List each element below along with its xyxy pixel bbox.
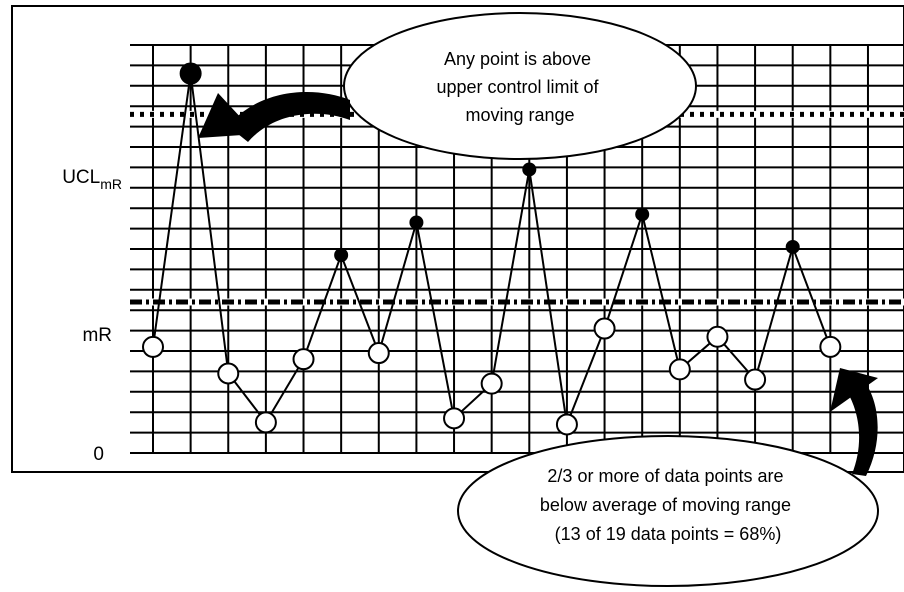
- data-point: [217, 362, 240, 385]
- data-point: [367, 342, 390, 365]
- data-point: [254, 411, 277, 434]
- data-point: [593, 317, 616, 340]
- ucl-tick-label-sub: mR: [100, 176, 122, 192]
- annotation-top-text: Any point is above upper control limit o…: [436, 49, 603, 125]
- data-point: [443, 407, 466, 430]
- data-point: [334, 248, 349, 263]
- annotation-top-line-1: Any point is above: [444, 49, 591, 69]
- data-point: [555, 413, 578, 436]
- data-point: [480, 372, 503, 395]
- annotation-bottom-text: 2/3 or more of data points are below ave…: [540, 466, 796, 544]
- annotation-bottom-line-1: 2/3 or more of data points are: [547, 466, 783, 486]
- annotation-top-arrow: [228, 92, 350, 142]
- data-point: [706, 325, 729, 348]
- annotation-bottom-bubble: [457, 435, 879, 587]
- annotation-top-line-3: moving range: [465, 105, 574, 125]
- annotation-top-bubble: [343, 12, 697, 160]
- annotation-bottom-line-2: below average of moving range: [540, 495, 791, 515]
- data-point: [668, 358, 691, 381]
- annotation-bottom-line-3: (13 of 19 data points = 68%): [555, 524, 782, 544]
- data-point: [292, 348, 315, 371]
- data-point: [179, 62, 202, 85]
- data-point: [819, 335, 842, 358]
- annotation-top-arrowhead: [198, 93, 256, 138]
- data-point: [744, 368, 767, 391]
- mean-tick-label: mR: [82, 325, 112, 346]
- annotation-bottom-arrow: [846, 378, 878, 476]
- data-point: [635, 207, 650, 222]
- ucl-tick-label: UCLmR: [62, 167, 122, 192]
- data-point: [785, 239, 800, 254]
- moving-range-series: [142, 62, 842, 436]
- data-point: [522, 162, 537, 177]
- annotation-bottom-arrowhead: [830, 368, 878, 412]
- data-point: [409, 215, 424, 230]
- data-point: [142, 335, 164, 358]
- zero-tick-label: 0: [93, 444, 104, 465]
- ucl-tick-label-main: UCL: [62, 167, 100, 188]
- annotation-top-line-2: upper control limit of: [436, 77, 599, 97]
